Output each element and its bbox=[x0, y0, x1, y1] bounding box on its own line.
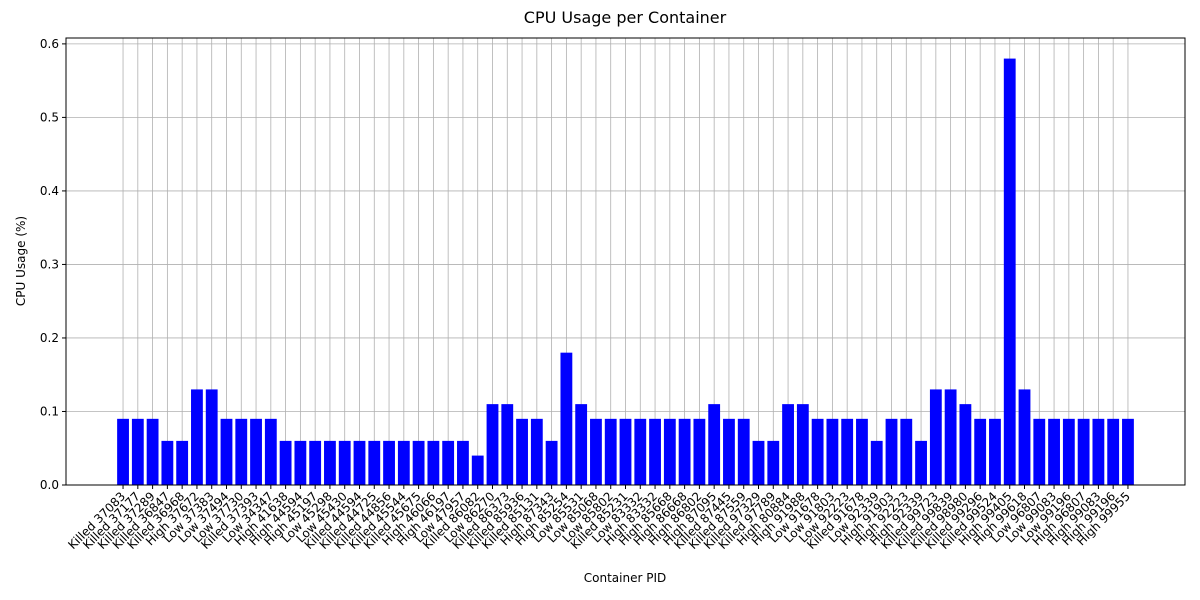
bar bbox=[131, 418, 144, 485]
bar bbox=[1048, 418, 1060, 485]
bar bbox=[205, 389, 218, 485]
bar bbox=[442, 440, 455, 485]
bar bbox=[250, 418, 262, 485]
bar bbox=[397, 440, 410, 485]
bar bbox=[737, 418, 750, 485]
bar bbox=[1092, 418, 1105, 485]
bar bbox=[471, 455, 484, 485]
bar bbox=[176, 440, 189, 485]
bar bbox=[575, 404, 588, 485]
bar bbox=[117, 418, 129, 485]
bar bbox=[590, 418, 602, 485]
bar bbox=[900, 418, 913, 485]
bar bbox=[678, 418, 691, 485]
y-tick-label: 0.0 bbox=[40, 478, 59, 492]
bar bbox=[338, 440, 351, 485]
bar bbox=[294, 440, 307, 485]
bar bbox=[545, 440, 558, 485]
y-axis-label: CPU Usage (%) bbox=[14, 216, 28, 306]
bar bbox=[708, 404, 721, 485]
bar bbox=[1062, 418, 1075, 485]
bar bbox=[1018, 389, 1031, 485]
bar bbox=[841, 418, 854, 485]
bar bbox=[427, 440, 440, 485]
bar bbox=[870, 440, 883, 485]
bar bbox=[383, 440, 395, 485]
bar bbox=[1122, 418, 1134, 485]
bar bbox=[516, 418, 528, 485]
bar bbox=[959, 404, 972, 485]
bar bbox=[856, 418, 868, 485]
bar bbox=[1003, 58, 1016, 486]
bar bbox=[811, 418, 824, 485]
bar bbox=[146, 418, 159, 485]
bar bbox=[663, 418, 676, 485]
bar bbox=[279, 440, 292, 485]
bar bbox=[693, 418, 706, 485]
bar bbox=[309, 440, 322, 485]
bar bbox=[457, 440, 469, 485]
bar bbox=[235, 418, 248, 485]
y-tick-label: 0.6 bbox=[40, 37, 59, 51]
bar bbox=[1033, 418, 1046, 485]
bar bbox=[767, 440, 780, 485]
bar bbox=[353, 440, 366, 485]
bar bbox=[752, 440, 765, 485]
bar bbox=[560, 352, 573, 485]
bar bbox=[929, 389, 942, 485]
bar bbox=[989, 418, 1001, 485]
bar bbox=[530, 418, 543, 485]
y-tick-label: 0.5 bbox=[40, 110, 59, 124]
bar bbox=[649, 418, 661, 485]
bar bbox=[944, 389, 957, 485]
bar bbox=[501, 404, 514, 485]
bar bbox=[191, 389, 203, 485]
bar bbox=[782, 404, 794, 485]
bar bbox=[368, 440, 381, 485]
y-tick-label: 0.4 bbox=[40, 184, 59, 198]
bar bbox=[412, 440, 425, 485]
bar bbox=[1077, 418, 1090, 485]
bar bbox=[634, 418, 647, 485]
x-axis-label: Container PID bbox=[584, 571, 666, 585]
bar bbox=[796, 404, 809, 485]
y-tick-label: 0.2 bbox=[40, 331, 59, 345]
y-tick-label: 0.1 bbox=[40, 404, 59, 418]
bar bbox=[915, 440, 927, 485]
plot-frame bbox=[65, 37, 1186, 486]
bar bbox=[723, 418, 735, 485]
bar bbox=[974, 418, 987, 485]
bar bbox=[826, 418, 839, 485]
chart-title: CPU Usage per Container bbox=[524, 8, 727, 27]
bar bbox=[324, 440, 336, 485]
y-tick-label: 0.3 bbox=[40, 257, 59, 271]
bar bbox=[486, 404, 499, 485]
bar bbox=[885, 418, 898, 485]
bar bbox=[604, 418, 617, 485]
bar bbox=[1107, 418, 1120, 485]
bar bbox=[161, 440, 174, 485]
bar bbox=[220, 418, 233, 485]
bar bbox=[619, 418, 632, 485]
bar bbox=[264, 418, 277, 485]
